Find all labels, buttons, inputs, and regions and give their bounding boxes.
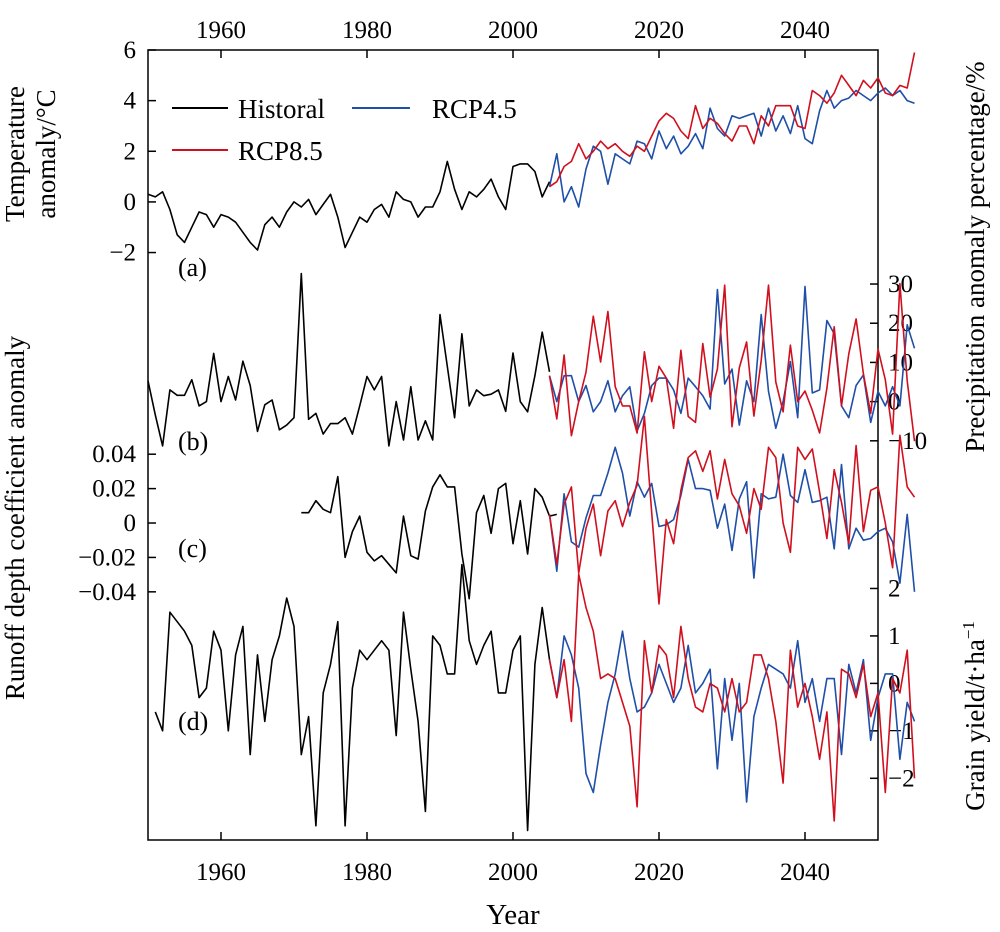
y-axis-a: −2 0 2 4 6 — [109, 37, 156, 267]
series-line-c-rcp45 — [548, 446, 916, 592]
series-line-b-rcp45 — [548, 285, 916, 432]
y-axis-title-a-line2: anomaly/°C — [31, 89, 61, 218]
x-top-tick-label-2020: 2020 — [634, 17, 684, 44]
y-tick-label-a-2: 2 — [124, 138, 137, 165]
y-tick-label-b-2: 10 — [888, 349, 913, 376]
series-line-b-rcp85 — [548, 282, 916, 442]
y-tick-label-a-3: 4 — [124, 88, 137, 115]
x-axis-title: Year — [486, 899, 540, 931]
legend-label-historical: Historal — [238, 94, 325, 124]
y-tick-label-a-0: −2 — [109, 240, 136, 267]
legend: Historal RCP4.5 RCP8.5 — [172, 94, 517, 166]
y-axis-title-c: Runoff depth coefficient anomaly — [0, 335, 30, 700]
y-tick-label-c-1: −0.02 — [78, 544, 136, 571]
x-bottom-tick-label-1980: 1980 — [342, 859, 392, 886]
series-line-a-rcp85 — [549, 52, 916, 188]
y-tick-label-d-4: 2 — [888, 575, 901, 602]
series-line-d-historical — [154, 563, 551, 832]
x-bottom-tick-label-2040: 2040 — [780, 859, 830, 886]
y-tick-label-c-2: 0 — [124, 510, 137, 537]
y-tick-label-d-3: 1 — [888, 623, 901, 650]
y-axis-title-d: Grain yield/t·ha−1 — [959, 621, 990, 811]
panel-label-d: (d) — [178, 707, 208, 736]
legend-label-rcp85: RCP8.5 — [238, 136, 323, 166]
x-top-tick-label-2000: 2000 — [488, 17, 538, 44]
series-line-c-historical — [301, 473, 557, 600]
panel-label-a: (a) — [178, 253, 207, 282]
x-top-tick-label-1980: 1980 — [342, 17, 392, 44]
x-top-tick-label-1960: 1960 — [196, 17, 246, 44]
panel-label-b: (b) — [178, 427, 208, 456]
y-axis-title-b: Precipitation anomaly percentage/% — [960, 61, 990, 452]
y-tick-label-a-4: 6 — [124, 37, 137, 64]
x-axis-bottom: 1960 1980 2000 2020 2040 — [196, 832, 830, 886]
y-tick-label-d-1: −1 — [888, 718, 915, 745]
y-axis-title-d-main: Grain yield/t·ha — [960, 639, 990, 811]
series-line-c-rcp85 — [548, 415, 916, 605]
x-axis-top: 1960 1980 2000 2020 2040 — [196, 17, 830, 58]
y-axis-title-d-sup: −1 — [959, 621, 978, 639]
y-tick-label-c-0: −0.04 — [78, 579, 136, 606]
y-axis-title-a-line1: Temperature — [0, 86, 30, 222]
series-line-b-historical — [147, 272, 551, 447]
x-bottom-tick-label-1960: 1960 — [196, 859, 246, 886]
y-axis-c: −0.04 −0.02 0 0.02 0.04 — [78, 441, 156, 606]
series-lines — [147, 52, 916, 832]
series-line-a-historical — [147, 160, 551, 251]
y-tick-label-a-1: 0 — [124, 189, 137, 216]
x-top-tick-label-2040: 2040 — [780, 17, 830, 44]
y-tick-label-c-3: 0.02 — [92, 476, 136, 503]
series-line-d-rcp45 — [548, 630, 916, 803]
y-tick-label-b-0: −10 — [888, 428, 927, 455]
y-tick-label-d-0: −2 — [888, 765, 915, 792]
series-line-a-rcp45 — [548, 87, 915, 208]
panel-label-c: (c) — [178, 534, 207, 563]
x-bottom-tick-label-2020: 2020 — [634, 859, 684, 886]
legend-label-rcp45: RCP4.5 — [432, 94, 517, 124]
y-tick-label-c-4: 0.04 — [92, 441, 136, 468]
x-bottom-tick-label-2000: 2000 — [488, 859, 538, 886]
series-line-d-rcp85 — [548, 573, 916, 822]
